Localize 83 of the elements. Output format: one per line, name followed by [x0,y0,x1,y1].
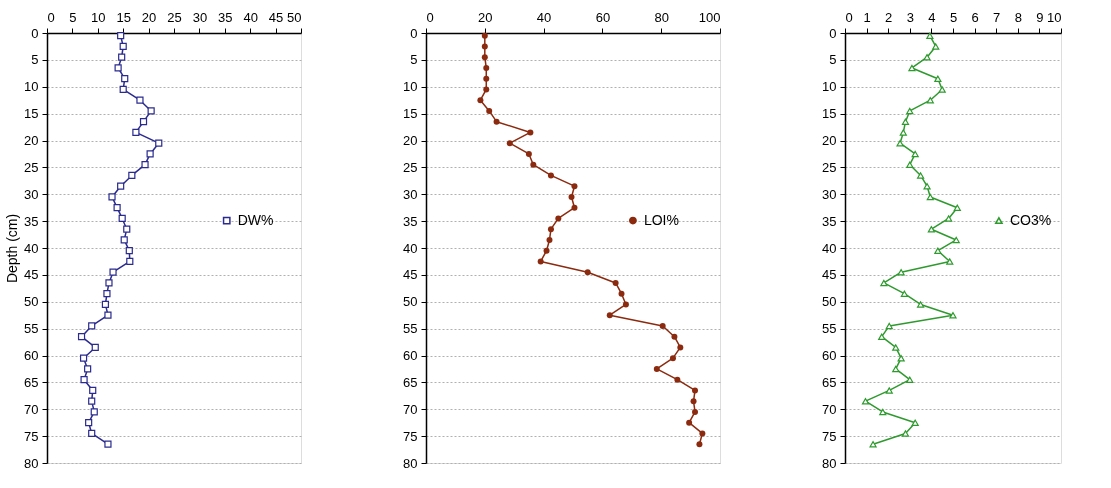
x-tick-label: 9 [1036,9,1044,25]
y-tick-label: 10 [403,79,418,95]
x-tick-label: 20 [141,9,157,25]
y-tick-label: 40 [403,240,418,256]
y-tick-label: 70 [24,401,39,417]
x-tick-label: 0 [47,9,55,25]
y-tick-label: 70 [822,401,837,417]
y-tick-label: 15 [24,106,39,122]
y-tick-label: 55 [24,321,39,337]
y-tick-label: 25 [24,159,39,175]
y-tick-label: 30 [822,186,837,202]
y-tick-label: 45 [822,267,837,283]
y-tick-label: 70 [403,401,418,417]
y-tick-label: 5 [410,52,418,68]
y-tick-label: 0 [829,25,837,41]
y-tick-label: 55 [822,321,837,337]
y-tick-label: 25 [403,159,418,175]
x-tick-label: 4 [928,9,936,25]
y-tick-label: 80 [24,455,39,471]
x-tick-label: 15 [116,9,131,25]
y-tick-label: 60 [24,348,39,363]
y-tick-label: 25 [822,159,837,175]
y-tick-label: 35 [24,213,39,229]
y-tick-label: 30 [403,186,418,202]
y-tick-label: 5 [31,52,39,68]
y-tick-label: 55 [403,321,418,337]
y-tick-label: 75 [24,428,39,444]
x-tick-label: 40 [243,9,258,25]
y-tick-label: 10 [822,79,837,95]
y-tick-label: 0 [410,25,418,41]
y-tick-label: 35 [403,213,418,229]
legend-label: CO3% [1009,211,1052,228]
y-tick-label: 50 [24,294,39,310]
x-tick-label: 7 [993,9,1001,25]
x-tick-label: 0 [845,9,853,25]
y-tick-label: 65 [24,374,39,390]
x-tick-label: 35 [218,9,233,25]
y-tick-label: 80 [822,455,837,471]
x-tick-label: 2 [885,9,893,25]
x-tick-label: 100 [698,9,721,25]
x-tick-label: 60 [595,9,611,25]
y-tick-label: 60 [822,348,837,363]
y-tick-label: 20 [403,133,418,148]
y-tick-label: 15 [822,106,837,122]
y-tick-label: 80 [403,455,418,471]
x-tick-label: 25 [167,9,182,25]
y-tick-label: 30 [24,186,39,202]
y-tick-label: 50 [822,294,837,310]
x-tick-label: 45 [268,9,284,25]
x-tick-label: 30 [192,9,208,25]
x-tick-label: 0 [426,9,434,25]
y-tick-label: 45 [24,267,39,283]
x-tick-label: 80 [654,9,669,25]
x-tick-label: 8 [1014,9,1022,25]
x-tick-label: 40 [536,9,552,25]
legend-label: DW% [237,211,274,228]
x-tick-label: 1 [863,9,871,25]
x-tick-label: 5 [949,9,958,25]
y-tick-label: 45 [403,267,418,283]
y-tick-label: 10 [24,79,39,95]
y-tick-label: 0 [31,25,39,41]
y-tick-label: 40 [822,240,837,256]
legend-label: LOI% [643,211,679,228]
y-tick-label: 20 [822,133,837,148]
y-tick-label: 20 [24,133,39,148]
x-tick-label: 10 [1047,9,1062,25]
x-tick-label: 3 [906,9,914,25]
x-tick-label: 10 [91,9,106,25]
y-tick-label: 65 [822,374,837,390]
y-tick-label: 5 [829,52,837,68]
y-tick-label: 50 [403,294,418,310]
y-tick-label: 75 [822,428,837,444]
y-tick-label: 35 [822,213,837,229]
x-tick-label: 6 [971,9,979,25]
y-tick-label: 75 [403,428,418,444]
x-tick-label: 5 [69,9,77,25]
y-tick-label: 40 [24,240,39,256]
x-tick-label: 50 [287,9,302,25]
y-axis-title: Depth (cm) [4,213,21,284]
y-tick-label: 60 [403,348,418,363]
y-tick-label: 15 [403,106,418,122]
y-tick-label: 65 [403,374,418,390]
x-tick-label: 20 [478,9,493,25]
